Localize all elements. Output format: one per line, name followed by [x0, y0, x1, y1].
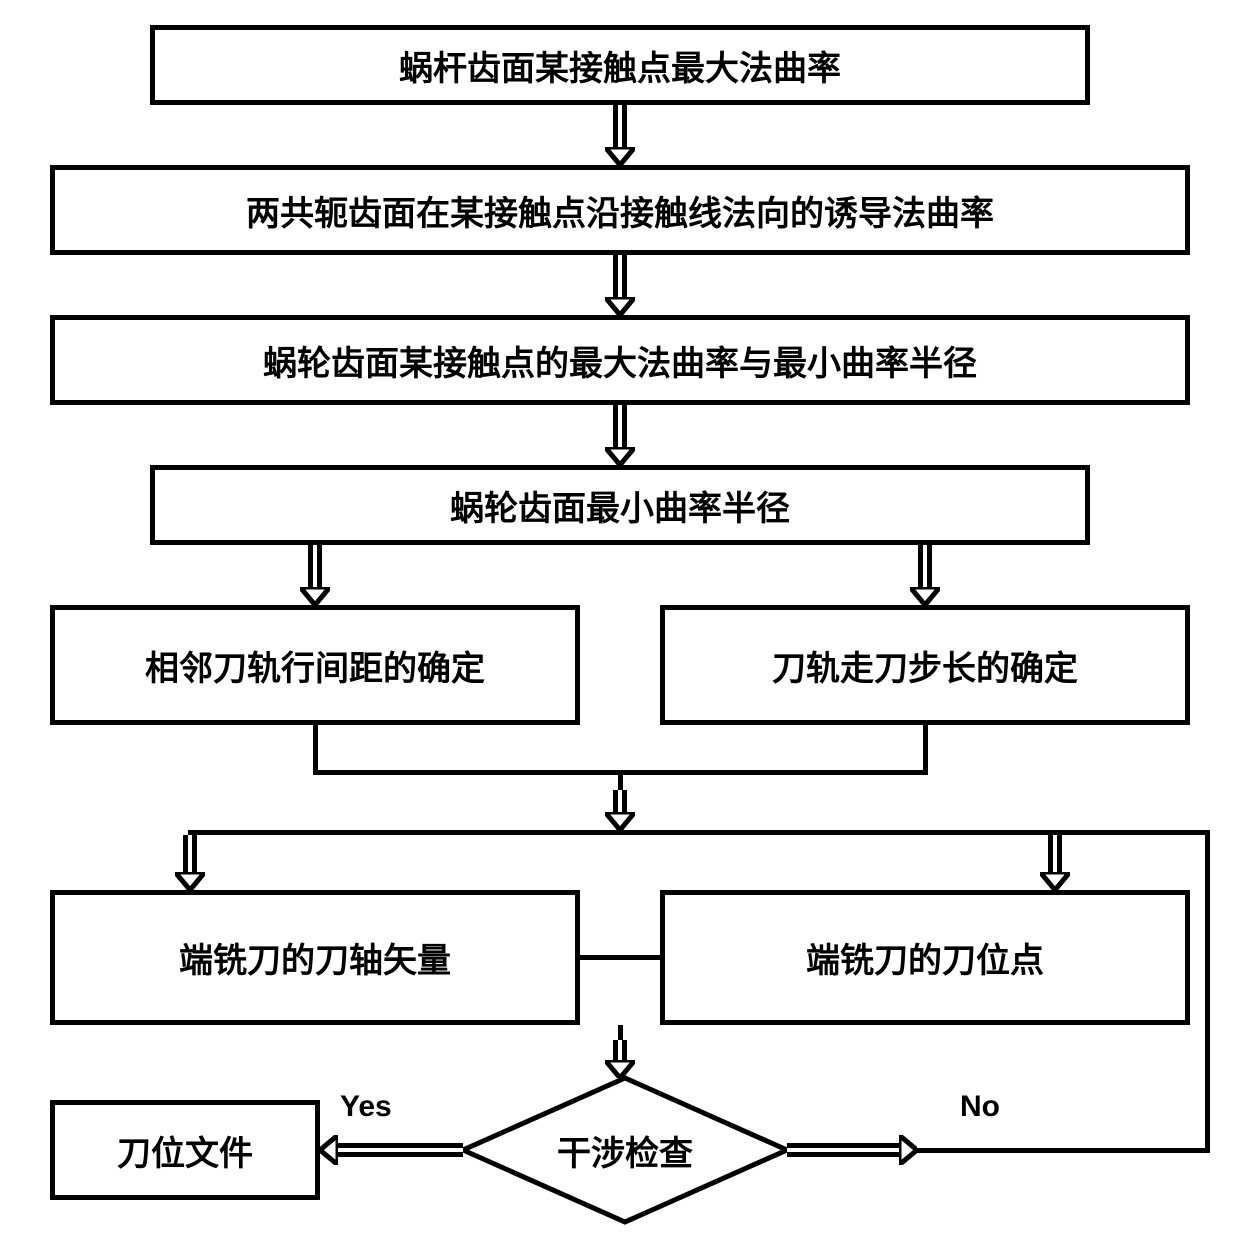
arrow-n9-yes	[320, 1135, 463, 1165]
line-no-h	[915, 1148, 1210, 1153]
node-n10-label: 刀位文件	[117, 1126, 253, 1175]
line-merge1-down	[618, 770, 623, 790]
label-yes: Yes	[340, 1090, 392, 1124]
node-n6: 刀轨走刀步长的确定	[660, 605, 1190, 725]
line-to-n9	[618, 1025, 623, 1040]
arrow-split-n8	[1040, 835, 1070, 890]
node-n6-label: 刀轨走刀步长的确定	[772, 641, 1078, 690]
line-no-v	[1205, 830, 1210, 1153]
arrow-n4-n5	[300, 545, 330, 605]
arrow-n9-no	[787, 1135, 917, 1165]
node-n9: 干涉检查	[460, 1075, 790, 1225]
label-no: No	[960, 1090, 1000, 1124]
node-n10: 刀位文件	[50, 1100, 320, 1200]
node-n8: 端铣刀的刀位点	[660, 890, 1190, 1025]
node-n3-label: 蜗轮齿面某接触点的最大法曲率与最小曲率半径	[263, 336, 977, 385]
arrow-n4-n6	[910, 545, 940, 605]
node-n4-label: 蜗轮齿面最小曲率半径	[450, 481, 790, 530]
node-n5-label: 相邻刀轨行间距的确定	[145, 641, 485, 690]
line-no-top	[1050, 830, 1210, 835]
arrow-split-n7	[175, 835, 205, 890]
node-n7: 端铣刀的刀轴矢量	[50, 890, 580, 1025]
node-n2: 两共轭齿面在某接触点沿接触线法向的诱导法曲率	[50, 165, 1190, 255]
node-n4: 蜗轮齿面最小曲率半径	[150, 465, 1090, 545]
flowchart-container: 蜗杆齿面某接触点最大法曲率 两共轭齿面在某接触点沿接触线法向的诱导法曲率 蜗轮齿…	[20, 20, 1220, 1234]
node-n1: 蜗杆齿面某接触点最大法曲率	[150, 25, 1090, 105]
line-n5-down	[313, 725, 318, 775]
node-n5: 相邻刀轨行间距的确定	[50, 605, 580, 725]
arrow-n3-n4	[605, 405, 635, 465]
node-n9-label: 干涉检查	[557, 1126, 693, 1175]
node-n3: 蜗轮齿面某接触点的最大法曲率与最小曲率半径	[50, 315, 1190, 405]
node-n7-label: 端铣刀的刀轴矢量	[179, 933, 451, 982]
arrow-to-n9	[605, 1040, 635, 1078]
arrow-merge1-down	[605, 790, 635, 830]
node-n2-label: 两共轭齿面在某接触点沿接触线法向的诱导法曲率	[246, 186, 994, 235]
line-split2	[188, 830, 1055, 835]
line-n6-down	[923, 725, 928, 775]
node-n1-label: 蜗杆齿面某接触点最大法曲率	[399, 41, 841, 90]
node-n8-label: 端铣刀的刀位点	[806, 933, 1044, 982]
line-n7-n8	[580, 955, 660, 960]
arrow-n2-n3	[605, 255, 635, 315]
arrow-n1-n2	[605, 105, 635, 165]
